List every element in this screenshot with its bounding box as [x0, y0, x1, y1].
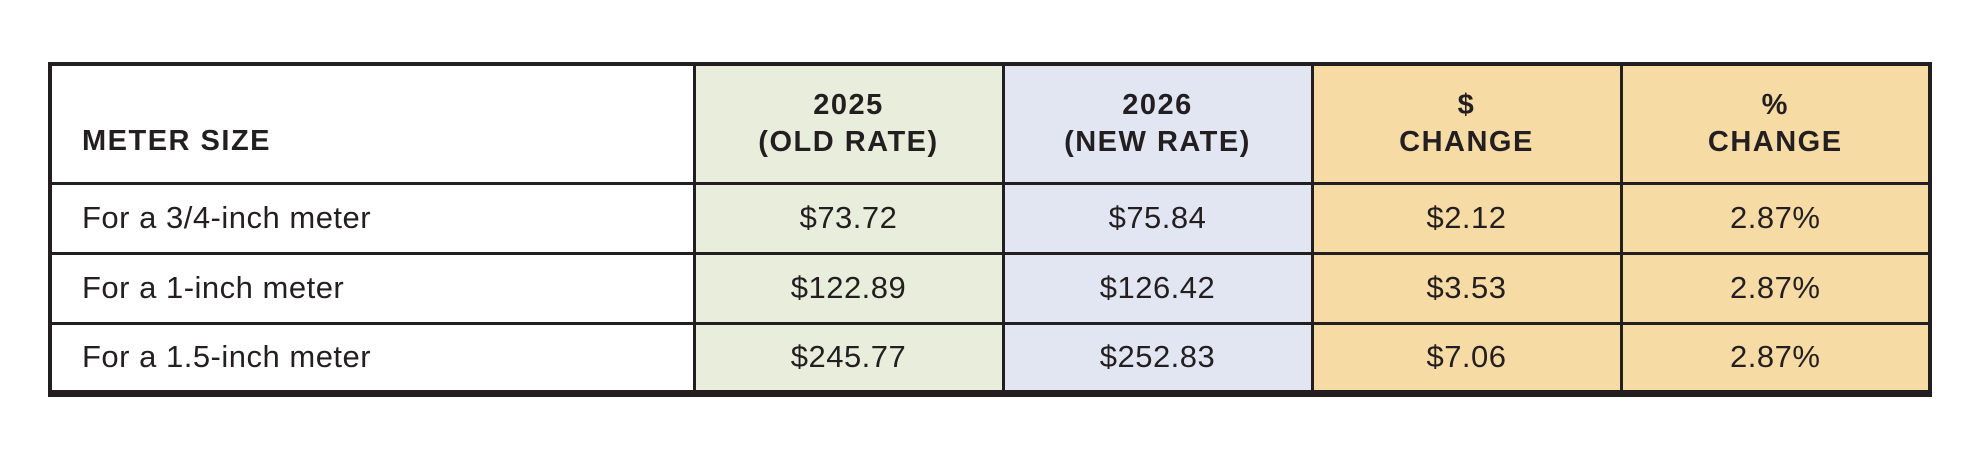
cell-dollar-change: $2.12	[1310, 181, 1623, 255]
header-label-sub: (OLD RATE)	[758, 125, 939, 158]
cell-percent-change: 2.87%	[1619, 251, 1932, 325]
cell-new-rate: $252.83	[1001, 321, 1314, 395]
header-label: METER SIZE	[82, 124, 272, 157]
cell-meter-size: For a 3/4-inch meter	[48, 181, 696, 255]
header-label-sub: CHANGE	[1707, 125, 1843, 158]
header-label-sub: CHANGE	[1399, 125, 1534, 158]
header-label-sub: (NEW RATE)	[1064, 125, 1251, 158]
table-body: For a 3/4-inch meter $73.72 $75.84 $2.12…	[48, 181, 1932, 395]
column-header-new-rate: 2026 (NEW RATE)	[1001, 62, 1314, 185]
water-meter-rate-table: METER SIZE 2025 (OLD RATE) 2026 (NEW RAT…	[48, 62, 1932, 397]
column-header-percent-change: % CHANGE	[1619, 62, 1932, 185]
cell-dollar-change: $3.53	[1310, 251, 1623, 325]
cell-new-rate: $75.84	[1001, 181, 1314, 255]
column-header-old-rate: 2025 (OLD RATE)	[692, 62, 1005, 185]
header-label-symbol: %	[1761, 88, 1789, 121]
cell-meter-size: For a 1.5-inch meter	[48, 321, 696, 395]
cell-old-rate: $245.77	[692, 321, 1005, 395]
cell-old-rate: $122.89	[692, 251, 1005, 325]
cell-old-rate: $73.72	[692, 181, 1005, 255]
cell-new-rate: $126.42	[1001, 251, 1314, 325]
header-row: METER SIZE 2025 (OLD RATE) 2026 (NEW RAT…	[48, 62, 1932, 185]
header-label-symbol: $	[1457, 88, 1476, 121]
cell-dollar-change: $7.06	[1310, 321, 1623, 395]
rate-table-container: METER SIZE 2025 (OLD RATE) 2026 (NEW RAT…	[48, 62, 1932, 397]
column-header-dollar-change: $ CHANGE	[1310, 62, 1623, 185]
table-row-three-quarter-inch: For a 3/4-inch meter $73.72 $75.84 $2.12…	[48, 181, 1932, 255]
cell-meter-size: For a 1-inch meter	[48, 251, 696, 325]
header-label-year: 2026	[1122, 88, 1193, 121]
cell-percent-change: 2.87%	[1619, 321, 1932, 395]
table-header: METER SIZE 2025 (OLD RATE) 2026 (NEW RAT…	[48, 62, 1932, 185]
column-header-meter-size: METER SIZE	[48, 62, 696, 185]
table-row-one-inch: For a 1-inch meter $122.89 $126.42 $3.53…	[48, 251, 1932, 325]
table-row-one-point-five-inch: For a 1.5-inch meter $245.77 $252.83 $7.…	[48, 321, 1932, 395]
header-label-year: 2025	[813, 88, 884, 121]
cell-percent-change: 2.87%	[1619, 181, 1932, 255]
